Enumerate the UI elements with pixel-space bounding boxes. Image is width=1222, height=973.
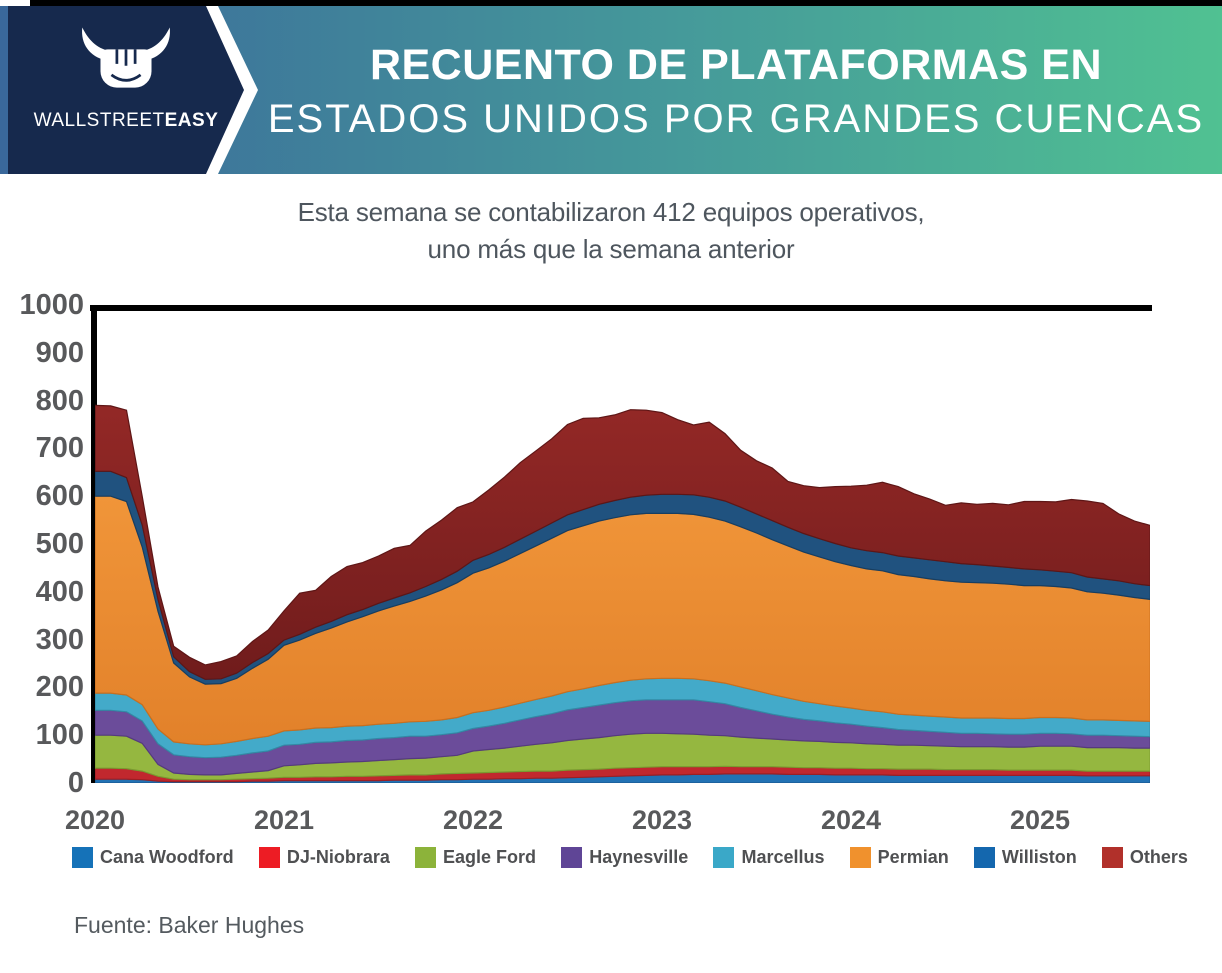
brand-logo-box: WALLSTREETEASY — [8, 6, 244, 174]
legend-label-williston: Williston — [1001, 847, 1077, 867]
legend-swatch-eagle-ford — [415, 847, 437, 868]
subtitle-line2: uno más que la semana anterior — [427, 234, 795, 264]
legend-item-marcellus: Marcellus — [713, 847, 825, 868]
y-tick-700: 700 — [35, 432, 84, 465]
y-axis-line — [91, 305, 97, 783]
bull-logo-icon — [70, 22, 182, 104]
subtitle-line1: Esta semana se contabilizaron 412 equipo… — [297, 197, 925, 227]
y-tick-400: 400 — [35, 575, 84, 608]
source-note: Fuente: Baker Hughes — [74, 912, 305, 938]
legend-item-others: Others — [1101, 847, 1188, 868]
legend-label-permian: Permian — [877, 847, 949, 867]
legend-swatch-williston — [973, 847, 995, 868]
y-tick-0: 0 — [67, 767, 84, 799]
y-tick-1000: 1000 — [19, 289, 84, 321]
legend-item-dj-niobrara: DJ-Niobrara — [258, 847, 390, 868]
legend-item-cana-woodford: Cana Woodford — [72, 847, 234, 868]
plot-top-border — [90, 305, 1152, 311]
x-tick-2023: 2023 — [631, 805, 693, 835]
page-title-line2: ESTADOS UNIDOS POR GRANDES CUENCAS — [267, 97, 1205, 141]
y-tick-100: 100 — [35, 719, 84, 752]
legend-label-others: Others — [1129, 847, 1188, 867]
legend-swatch-marcellus — [713, 847, 735, 868]
x-tick-2020: 2020 — [64, 805, 126, 835]
legend-swatch-permian — [849, 847, 871, 868]
legend-swatch-others — [1101, 847, 1123, 868]
x-tick-2024: 2024 — [820, 805, 882, 835]
legend-label-cana-woodford: Cana Woodford — [100, 847, 234, 867]
legend-swatch-cana-woodford — [72, 847, 93, 868]
legend-label-marcellus: Marcellus — [741, 847, 825, 867]
legend-label-haynesville: Haynesville — [589, 847, 689, 867]
legend-item-eagle-ford: Eagle Ford — [415, 847, 536, 868]
y-tick-600: 600 — [35, 480, 84, 513]
legend-label-dj-niobrara: DJ-Niobrara — [286, 847, 390, 867]
legend-swatch-dj-niobrara — [258, 847, 280, 868]
brand-easy: EASY — [164, 110, 219, 131]
stacked-area-chart — [95, 404, 1150, 783]
y-tick-500: 500 — [35, 528, 84, 560]
legend-item-haynesville: Haynesville — [561, 847, 688, 868]
legend-swatch-haynesville — [561, 847, 583, 868]
area-others — [95, 404, 1150, 680]
brand-wordmark: WALLSTREETEASY — [16, 110, 236, 132]
legend-label-eagle-ford: Eagle Ford — [443, 847, 537, 867]
x-tick-2021: 2021 — [253, 805, 315, 835]
y-tick-300: 300 — [35, 623, 84, 656]
legend-item-williston: Williston — [973, 847, 1077, 868]
brand-wallstreet: WALLSTREET — [33, 110, 165, 131]
chart-subtitle: Esta semana se contabilizaron 412 equipo… — [0, 194, 1222, 268]
y-tick-900: 900 — [35, 336, 84, 369]
header-titles: RECUENTO DE PLATAFORMAS EN ESTADOS UNIDO… — [258, 40, 1214, 142]
y-tick-800: 800 — [35, 384, 84, 417]
page-title-line1: RECUENTO DE PLATAFORMAS EN — [369, 41, 1103, 89]
x-tick-2022: 2022 — [442, 805, 504, 835]
legend: Cana Woodford DJ-Niobrara Eagle Ford Haynes… — [72, 847, 1188, 868]
x-tick-2025: 2025 — [1009, 805, 1071, 835]
header-top-rule — [30, 0, 1222, 6]
y-tick-200: 200 — [35, 671, 84, 704]
legend-item-permian: Permian — [849, 847, 949, 868]
